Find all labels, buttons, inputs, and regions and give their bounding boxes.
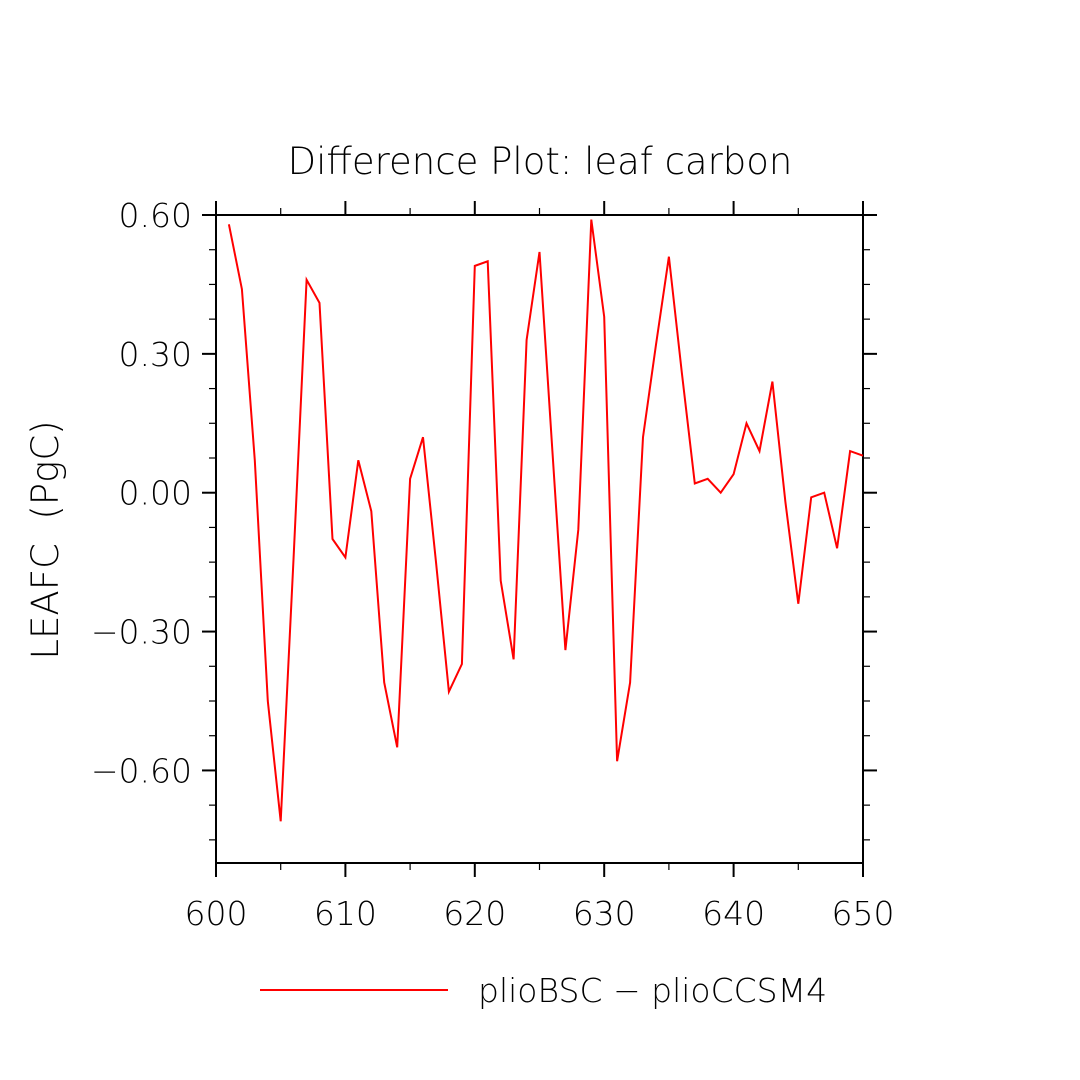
x-tick-label: 600 bbox=[185, 894, 248, 933]
y-tick-label: −0.30 bbox=[91, 613, 192, 652]
legend: plioBSC − plioCCSM4 bbox=[260, 971, 827, 1010]
y-tick-label: 0.00 bbox=[119, 474, 192, 513]
x-tick-label: 640 bbox=[702, 894, 765, 933]
y-axis-label: LEAFC (PgC) bbox=[24, 420, 67, 659]
legend-label: plioBSC − plioCCSM4 bbox=[478, 971, 827, 1010]
y-tick-label: 0.60 bbox=[119, 196, 192, 235]
chart-title: Difference Plot: leaf carbon bbox=[288, 140, 793, 183]
y-tick-label: −0.60 bbox=[91, 751, 192, 790]
x-tick-label: 630 bbox=[573, 894, 636, 933]
series-line bbox=[227, 219, 864, 822]
x-tick-label: 620 bbox=[443, 894, 506, 933]
plot-area: 600 610 620 630 640 650 0.60 0.30 0.00 −0.30 −0.60 bbox=[91, 196, 895, 933]
plot-frame bbox=[215, 214, 864, 864]
y-tick-label: 0.30 bbox=[119, 335, 192, 374]
x-tick-label: 610 bbox=[314, 894, 377, 933]
x-tick-label: 650 bbox=[832, 894, 895, 933]
